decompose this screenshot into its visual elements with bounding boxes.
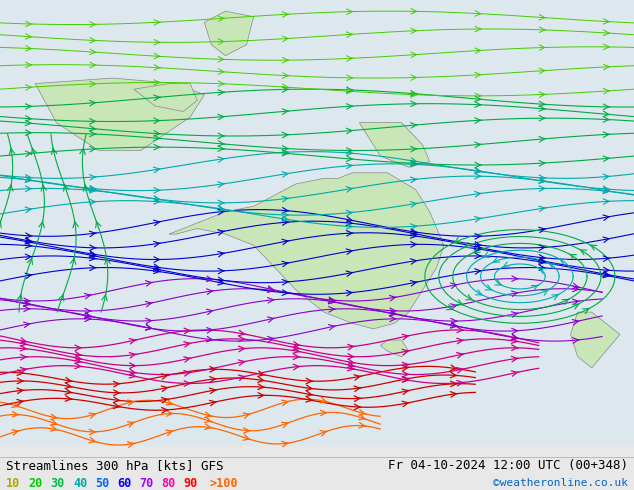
Polygon shape <box>359 122 430 167</box>
Text: 90: 90 <box>184 477 198 490</box>
Text: Streamlines 300 hPa [kts] GFS: Streamlines 300 hPa [kts] GFS <box>6 459 224 472</box>
Text: 30: 30 <box>51 477 65 490</box>
Polygon shape <box>134 84 197 112</box>
Text: 80: 80 <box>162 477 176 490</box>
Text: 40: 40 <box>73 477 87 490</box>
Polygon shape <box>36 78 204 150</box>
Text: 60: 60 <box>117 477 131 490</box>
Text: Fr 04-10-2024 12:00 UTC (00+348): Fr 04-10-2024 12:00 UTC (00+348) <box>387 459 628 472</box>
Text: ©weatheronline.co.uk: ©weatheronline.co.uk <box>493 478 628 489</box>
Text: 20: 20 <box>29 477 42 490</box>
Text: 50: 50 <box>95 477 109 490</box>
Polygon shape <box>571 312 620 368</box>
Polygon shape <box>204 11 254 56</box>
Text: 10: 10 <box>6 477 20 490</box>
Polygon shape <box>169 173 444 329</box>
Polygon shape <box>380 340 408 357</box>
Text: 70: 70 <box>139 477 153 490</box>
Text: >100: >100 <box>209 477 238 490</box>
